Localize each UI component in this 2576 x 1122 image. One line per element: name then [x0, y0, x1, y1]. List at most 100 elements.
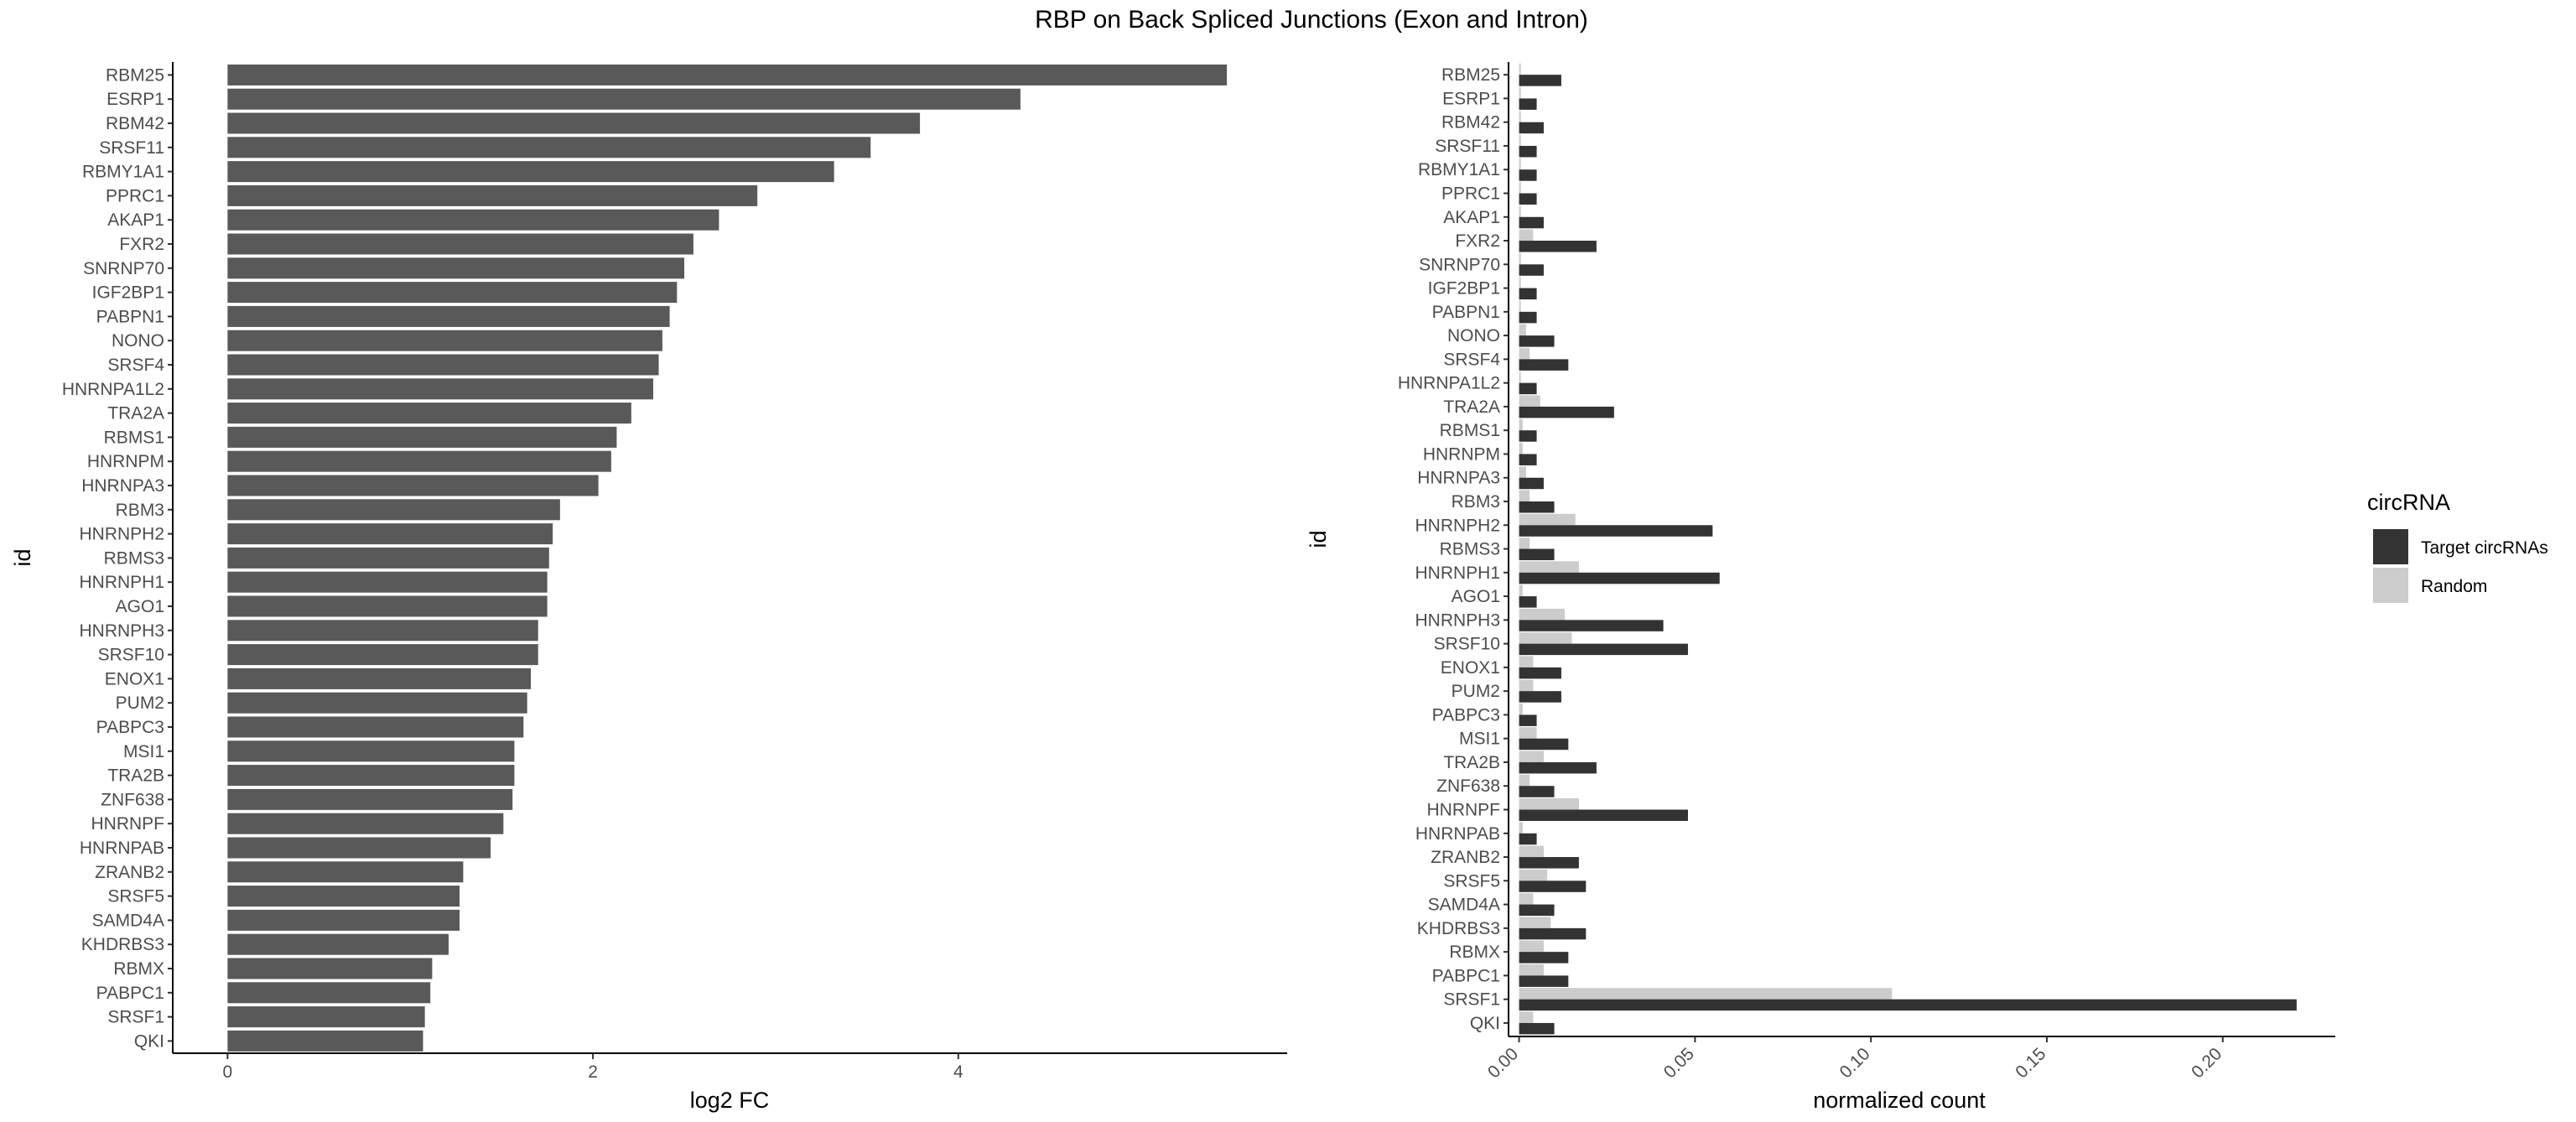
- y-tick-label-srsf5: SRSF5: [107, 887, 164, 906]
- bar-random-akap1: [1519, 205, 1521, 217]
- bar-fxr2: [227, 233, 693, 255]
- bar-msi1: [227, 740, 515, 762]
- x-tick-label-0-20: 0.20: [2188, 1044, 2225, 1082]
- y-tick-label-tra2b: TRA2B: [1443, 753, 1500, 772]
- bar-target-rbm3: [1519, 501, 1555, 513]
- bar-target-esrp1: [1519, 98, 1537, 110]
- bar-hnrnpa3: [227, 475, 599, 496]
- y-tick-label-msi1: MSI1: [123, 742, 164, 761]
- bar-hnrnph1: [227, 571, 548, 593]
- bar-random-pabpn1: [1519, 300, 1521, 312]
- y-tick-label-pabpc3: PABPC3: [96, 718, 164, 737]
- y-tick-label-rbmy1a1: RBMY1A1: [82, 163, 164, 182]
- bar-target-srsf4: [1519, 359, 1569, 371]
- y-tick-label-hnrnph1: HNRNPH1: [1415, 564, 1500, 583]
- y-tick-label-samd4a: SAMD4A: [92, 911, 164, 930]
- bar-rbms1: [227, 426, 617, 448]
- bar-srsf1: [227, 1006, 425, 1028]
- bar-target-qki: [1519, 1022, 1555, 1035]
- bar-target-snrnp70: [1519, 264, 1544, 276]
- bar-enox1: [227, 667, 532, 689]
- bar-rbms3: [227, 547, 549, 569]
- y-tick-label-znf638: ZNF638: [101, 790, 164, 809]
- left-category-labels: RBM25 ESRP1 RBM42 SRSF11 RBMY1A1 PPRC1 AKAP1 FX…: [62, 65, 173, 1051]
- x-tick-label-0-10: 0.10: [1836, 1044, 1874, 1082]
- y-tick-label-srsf10: SRSF10: [98, 646, 164, 665]
- bar-target-nono: [1519, 335, 1555, 347]
- bar-random-snrnp70: [1519, 252, 1521, 265]
- bar-target-hnrnpab: [1519, 833, 1537, 845]
- bar-random-hnrnpa3: [1519, 466, 1526, 478]
- bar-pum2: [227, 692, 527, 714]
- bar-target-znf638: [1519, 786, 1555, 797]
- bar-rbm25: [227, 64, 1228, 86]
- legend-label-random: Random: [2421, 577, 2487, 596]
- bar-target-pabpn1: [1519, 311, 1537, 324]
- bar-random-znf638: [1519, 774, 1530, 787]
- bar-target-hnrnpf: [1519, 809, 1688, 822]
- y-tick-label-ago1: AGO1: [116, 597, 164, 616]
- y-tick-label-pabpn1: PABPN1: [1432, 303, 1500, 322]
- bar-random-tra2a: [1519, 395, 1540, 407]
- bar-target-pprc1: [1519, 193, 1537, 205]
- bar-random-pabpc1: [1519, 964, 1544, 976]
- bar-target-samd4a: [1519, 904, 1555, 917]
- y-tick-label-rbm42: RBM42: [1441, 113, 1500, 132]
- y-tick-label-hnrnpm: HNRNPM: [1423, 444, 1500, 464]
- y-tick-label-pprc1: PPRC1: [106, 186, 164, 205]
- y-tick-label-rbmx: RBMX: [113, 959, 164, 979]
- y-tick-label-hnrnpa1l2: HNRNPA1L2: [1398, 374, 1500, 393]
- bar-target-pum2: [1519, 691, 1561, 703]
- y-tick-label-rbms3: RBMS3: [1440, 540, 1500, 559]
- bar-random-pum2: [1519, 679, 1534, 692]
- right-y-axis-label: id: [1306, 530, 1331, 548]
- left-panel: RBM25 ESRP1 RBM42 SRSF11 RBMY1A1 PPRC1 AKAP1 FX…: [10, 62, 1287, 1113]
- bar-target-ago1: [1519, 596, 1537, 608]
- bar-target-hnrnpm: [1519, 454, 1537, 465]
- y-tick-label-esrp1: ESRP1: [1442, 89, 1500, 108]
- y-tick-label-samd4a: SAMD4A: [1428, 896, 1500, 915]
- y-tick-label-srsf5: SRSF5: [1443, 871, 1500, 891]
- legend-title: circRNA: [2367, 490, 2450, 515]
- y-tick-label-nono: NONO: [112, 331, 164, 351]
- y-tick-label-rbm25: RBM25: [106, 65, 164, 85]
- y-tick-label-rbmx: RBMX: [1449, 943, 1500, 962]
- y-tick-label-srsf11: SRSF11: [1435, 137, 1500, 156]
- right-category-labels: RBM25 ESRP1 RBM42 SRSF11 RBMY1A1 PPRC1 AKAP1 FX…: [1398, 65, 1509, 1033]
- bar-srsf10: [227, 644, 538, 666]
- right-panel: RBM25 ESRP1 RBM42 SRSF11 RBMY1A1 PPRC1 AKAP1 FX…: [1306, 62, 2335, 1113]
- bar-random-tra2b: [1519, 751, 1544, 762]
- x-tick-label-4: 4: [953, 1062, 963, 1082]
- y-tick-label-hnrnpm: HNRNPM: [87, 452, 164, 471]
- bar-target-hnrnph1: [1519, 572, 1720, 584]
- y-tick-label-srsf4: SRSF4: [1443, 350, 1500, 369]
- bar-target-rbms3: [1519, 548, 1555, 561]
- bar-random-msi1: [1519, 727, 1537, 739]
- bar-random-rbm42: [1519, 111, 1521, 122]
- bar-target-khdrbs3: [1519, 927, 1587, 940]
- bar-rbmy1a1: [227, 161, 834, 183]
- y-tick-label-zranb2: ZRANB2: [1431, 848, 1500, 867]
- legend-swatch-random: [2373, 568, 2408, 603]
- bar-random-ago1: [1519, 584, 1523, 597]
- bar-srsf5: [227, 886, 460, 907]
- bar-target-hnrnpa3: [1519, 477, 1544, 490]
- bar-target-igf2bp1: [1519, 288, 1537, 300]
- bar-rbmx: [227, 958, 433, 979]
- bar-target-enox1: [1519, 667, 1561, 679]
- y-tick-label-hnrnph2: HNRNPH2: [1415, 516, 1500, 535]
- bar-target-rbms1: [1519, 430, 1537, 442]
- y-tick-label-srsf4: SRSF4: [107, 356, 164, 375]
- bar-random-rbmy1a1: [1519, 158, 1521, 170]
- y-tick-label-rbm42: RBM42: [106, 114, 164, 133]
- y-tick-label-srsf10: SRSF10: [1434, 635, 1500, 654]
- y-tick-label-ago1: AGO1: [1452, 587, 1500, 606]
- y-tick-label-igf2bp1: IGF2BP1: [92, 283, 164, 303]
- bar-random-enox1: [1519, 656, 1534, 667]
- y-tick-label-hnrnph1: HNRNPH1: [79, 573, 164, 592]
- bar-random-hnrnph2: [1519, 513, 1576, 526]
- y-tick-label-znf638: ZNF638: [1436, 777, 1500, 796]
- bar-srsf11: [227, 137, 871, 158]
- bar-snrnp70: [227, 257, 685, 279]
- bar-target-srsf1: [1519, 999, 2297, 1011]
